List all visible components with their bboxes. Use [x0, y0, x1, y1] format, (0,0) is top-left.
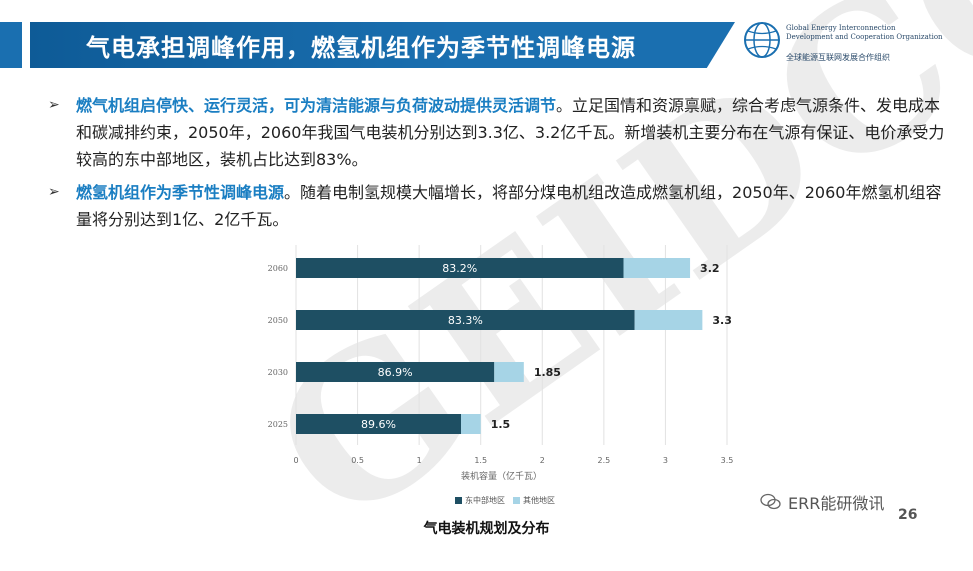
y-category-label: 2060 [268, 264, 288, 273]
title-bar: 气电承担调峰作用，燃氢机组作为季节性调峰电源 [30, 22, 735, 68]
bar-segment [623, 258, 691, 278]
bullet-list: ➢ 燃气机组启停快、运行灵活，可为清洁能源与负荷波动提供灵活调节。立足国情和资源… [48, 92, 948, 239]
page-title: 气电承担调峰作用，燃氢机组作为季节性调峰电源 [86, 33, 636, 62]
bar-percent-label: 86.9% [378, 366, 413, 379]
legend-label: 东中部地区 [465, 495, 505, 505]
bullet-arrow-icon: ➢ [48, 184, 60, 200]
x-tick-label: 2 [540, 456, 545, 465]
bar-segment [461, 414, 481, 434]
bullet-hydrogen: ➢ 燃氢机组作为季节性调峰电源。随着电制氢规模大幅增长，将部分煤电机组改造成燃氢… [48, 179, 948, 233]
y-category-label: 2050 [268, 316, 288, 325]
wechat-icon [760, 493, 781, 510]
chart-title: 气电装机规划及分布 [423, 521, 550, 537]
legend-swatch [513, 497, 520, 504]
legend-label: 其他地区 [523, 495, 555, 505]
x-tick-label: 0.5 [351, 456, 364, 465]
bullet-arrow-icon: ➢ [48, 97, 60, 113]
y-category-label: 2025 [268, 420, 288, 429]
bar-segment [296, 258, 624, 278]
x-axis-label: 装机容量（亿千瓦） [461, 470, 542, 482]
bar-segment [296, 362, 495, 382]
bar-total-label: 3.2 [700, 262, 720, 275]
bullet-text: 。立足国情和资源禀赋，综合考虑气源条件、发电成本和碳减排约束，2050年，206… [76, 96, 945, 169]
x-tick-label: 0 [293, 456, 298, 465]
page-number: 26 [898, 507, 918, 523]
x-tick-label: 1 [417, 456, 422, 465]
bar-total-label: 1.5 [491, 418, 511, 431]
bar-percent-label: 83.3% [448, 314, 483, 327]
x-tick-label: 3 [663, 456, 668, 465]
logo-english-text: Global Energy Interconnection Developmen… [786, 24, 943, 41]
title-accent [0, 22, 22, 68]
bar-percent-label: 83.2% [442, 262, 477, 275]
bullet-highlight: 燃氢机组作为季节性调峰电源 [76, 183, 285, 202]
organization-logo: Global Energy Interconnection Developmen… [742, 18, 967, 64]
bullet-gas: ➢ 燃气机组启停快、运行灵活，可为清洁能源与负荷波动提供灵活调节。立足国情和资源… [48, 92, 948, 173]
bar-total-label: 1.85 [534, 366, 561, 379]
legend-swatch [455, 497, 462, 504]
x-tick-label: 1.5 [474, 456, 487, 465]
globe-icon [744, 22, 780, 58]
y-category-label: 2030 [268, 368, 288, 377]
logo-chinese-text: 全球能源互联网发展合作组织 [786, 53, 890, 62]
bar-segment [296, 414, 462, 434]
x-tick-label: 3.5 [721, 456, 734, 465]
source-credit: ERR能研微讯 [760, 490, 884, 514]
source-name: ERR能研微讯 [788, 494, 885, 513]
bullet-highlight: 燃气机组启停快、运行灵活，可为清洁能源与负荷波动提供灵活调节 [76, 96, 557, 115]
capacity-bar-chart: 0 0.5 1 1.5 2 2.5 3 3.5 装机容量（亿千瓦） 2060 83.2% 3.2 205… [268, 245, 734, 505]
bar-segment [634, 310, 703, 330]
bar-percent-label: 89.6% [361, 418, 396, 431]
bullet-text: 。随着电制氢规模大幅增长，将部分煤电机组改造成燃氢机组，2050年、2060年燃… [76, 183, 942, 229]
bar-segment [494, 362, 524, 382]
bar-total-label: 3.3 [712, 314, 732, 327]
x-tick-label: 2.5 [597, 456, 610, 465]
bar-segment [296, 310, 635, 330]
